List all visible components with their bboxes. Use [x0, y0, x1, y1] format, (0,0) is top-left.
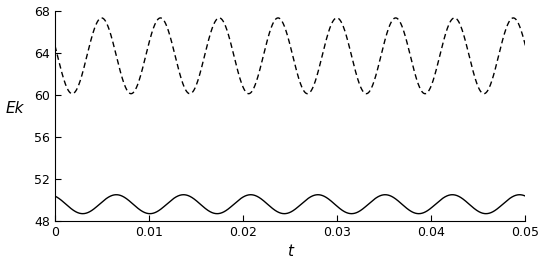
Y-axis label: Ek: Ek [5, 101, 24, 116]
X-axis label: t: t [287, 244, 293, 259]
